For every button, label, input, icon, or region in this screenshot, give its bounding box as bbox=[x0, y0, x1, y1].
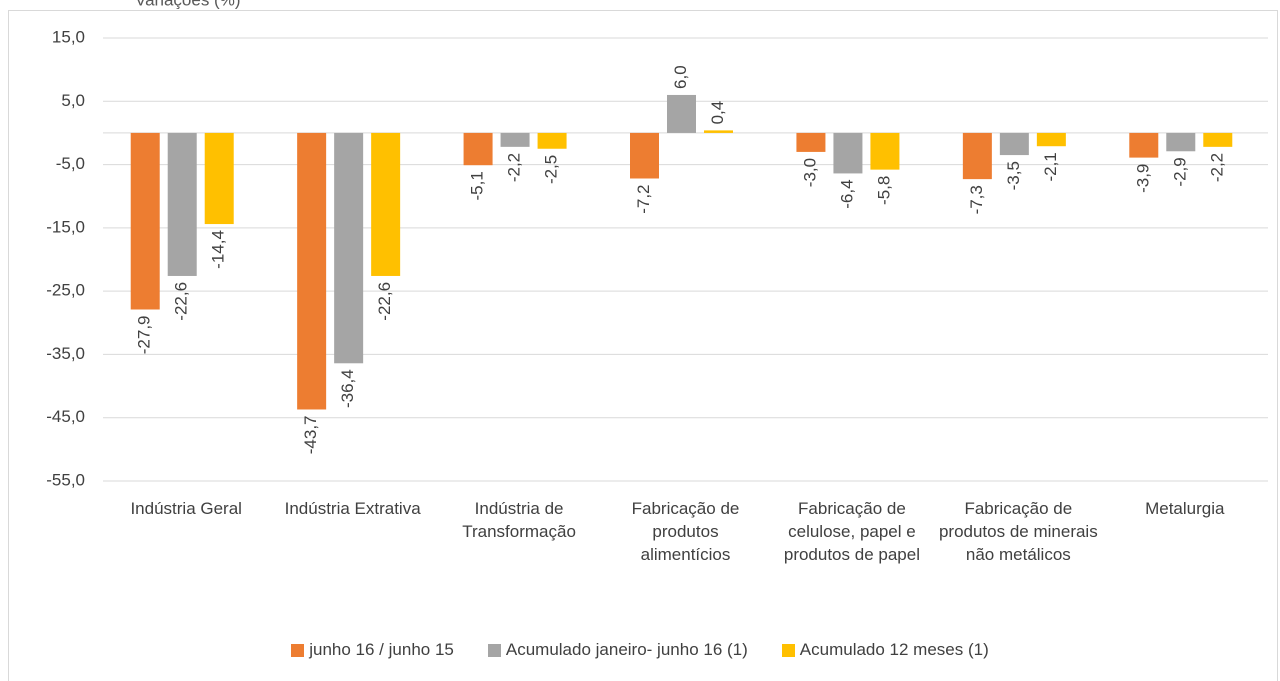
data-label: -5,8 bbox=[874, 176, 893, 205]
y-tick-label: 5,0 bbox=[61, 91, 85, 110]
bar bbox=[870, 132, 900, 170]
bar bbox=[463, 132, 493, 166]
bar bbox=[1036, 132, 1066, 147]
legend-label: Acumulado janeiro- junho 16 (1) bbox=[505, 640, 748, 659]
data-label: -27,9 bbox=[135, 315, 154, 354]
x-tick-label: Indústria Geral bbox=[130, 499, 242, 518]
y-tick-label: -5,0 bbox=[56, 154, 85, 173]
data-label: -6,4 bbox=[837, 179, 856, 208]
data-label: -2,2 bbox=[1207, 153, 1226, 182]
bar bbox=[500, 132, 530, 147]
data-label: -43,7 bbox=[301, 415, 320, 454]
chart-frame bbox=[8, 10, 1278, 681]
x-tick-label: Indústria Extrativa bbox=[284, 499, 421, 518]
x-tick-label: Fabricação de celulose, papel e produtos… bbox=[783, 499, 920, 564]
data-label: -3,5 bbox=[1004, 161, 1023, 190]
x-tick-label: Indústria de Transformação bbox=[462, 499, 576, 541]
bar bbox=[704, 130, 733, 133]
data-label: -2,2 bbox=[505, 153, 524, 182]
legend-item: Acumulado 12 meses (1) bbox=[781, 640, 989, 660]
bar bbox=[796, 132, 826, 152]
data-label: -7,2 bbox=[634, 184, 653, 213]
bar bbox=[334, 132, 364, 364]
legend-swatch bbox=[291, 643, 305, 657]
y-tick-label: -35,0 bbox=[46, 344, 85, 363]
bar bbox=[1203, 132, 1233, 147]
y-tick-label: -45,0 bbox=[46, 407, 85, 426]
data-label: -22,6 bbox=[172, 282, 191, 321]
bar bbox=[297, 132, 327, 410]
bar bbox=[630, 132, 659, 179]
legend-swatch bbox=[781, 643, 795, 657]
data-label: 6,0 bbox=[671, 65, 690, 89]
bar bbox=[167, 132, 197, 276]
bar bbox=[667, 94, 696, 133]
bar bbox=[371, 132, 401, 276]
bar bbox=[537, 132, 567, 149]
data-label: -2,5 bbox=[542, 155, 561, 184]
bar bbox=[130, 132, 160, 310]
y-tick-label: 15,0 bbox=[52, 27, 85, 46]
data-label: -2,1 bbox=[1041, 152, 1060, 181]
data-label: -7,3 bbox=[967, 185, 986, 214]
bar bbox=[962, 132, 992, 180]
bar bbox=[833, 132, 863, 174]
legend-item: junho 16 / junho 15 bbox=[291, 640, 454, 660]
legend-label: Acumulado 12 meses (1) bbox=[799, 640, 989, 659]
legend: junho 16 / junho 15 Acumulado janeiro- ju… bbox=[0, 640, 1280, 660]
legend-item: Acumulado janeiro- junho 16 (1) bbox=[487, 640, 748, 660]
data-label: -5,1 bbox=[468, 171, 487, 200]
data-label: -2,9 bbox=[1170, 157, 1189, 186]
data-label: 0,4 bbox=[708, 101, 727, 125]
data-label: -14,4 bbox=[209, 230, 228, 269]
legend-swatch bbox=[487, 643, 501, 657]
bar bbox=[1129, 132, 1159, 158]
data-label: -3,0 bbox=[800, 158, 819, 187]
data-label: -36,4 bbox=[338, 369, 357, 408]
y-tick-label: -25,0 bbox=[46, 281, 85, 300]
legend-label: junho 16 / junho 15 bbox=[309, 640, 454, 659]
y-tick-label: -55,0 bbox=[46, 470, 85, 489]
x-tick-label: Fabricação de produtos alimentícios bbox=[631, 499, 740, 564]
bar bbox=[1166, 132, 1196, 152]
y-tick-label: -15,0 bbox=[46, 217, 85, 236]
chart-title: Variações (%) bbox=[135, 0, 241, 9]
x-tick-label: Metalurgia bbox=[1145, 499, 1225, 518]
data-label: -22,6 bbox=[375, 282, 394, 321]
data-label: -3,9 bbox=[1133, 164, 1152, 193]
x-tick-label: Fabricação de produtos de minerais não m… bbox=[938, 499, 1098, 564]
bar bbox=[999, 132, 1029, 156]
bar bbox=[204, 132, 234, 225]
